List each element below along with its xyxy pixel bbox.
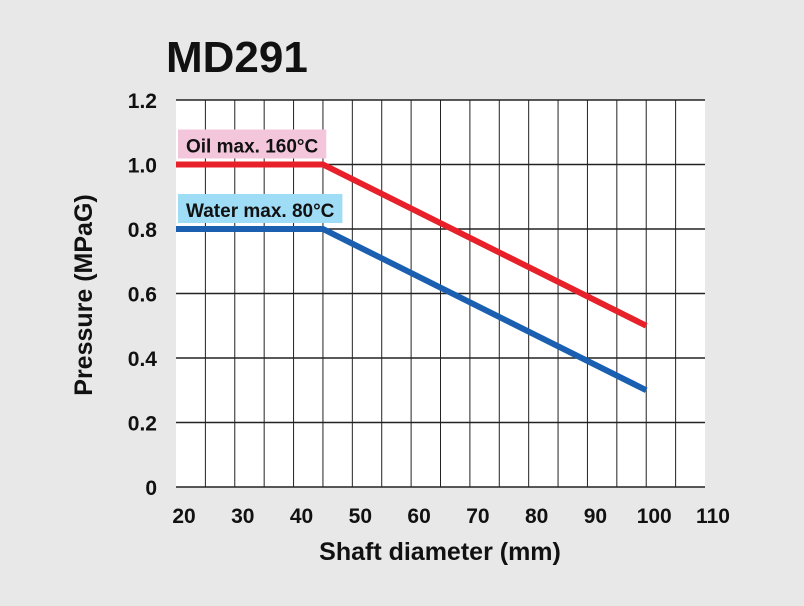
y-tick-label: 0 bbox=[145, 477, 157, 500]
x-tick-label: 110 bbox=[696, 505, 730, 528]
legend-label: Oil max. 160°C bbox=[186, 137, 318, 158]
y-tick-label: 1.0 bbox=[128, 155, 157, 178]
legend-item-1: Water max. 80°C bbox=[178, 194, 342, 223]
chart-title: MD291 bbox=[166, 33, 308, 82]
y-axis-label: Pressure (MPaG) bbox=[70, 194, 98, 395]
y-tick-label: 0.8 bbox=[128, 219, 158, 242]
y-tick-label: 0.2 bbox=[128, 413, 157, 436]
y-axis-ticks: 0 0.2 0.4 0.6 0.8 1.0 1.2 bbox=[128, 90, 158, 500]
y-tick-label: 1.2 bbox=[128, 90, 157, 113]
x-axis-ticks: 20 30 40 50 60 70 80 90 100 110 bbox=[172, 505, 730, 528]
legend-item-0: Oil max. 160°C bbox=[178, 130, 326, 159]
x-tick-label: 40 bbox=[290, 505, 313, 528]
x-tick-label: 50 bbox=[349, 505, 372, 528]
x-tick-label: 20 bbox=[172, 505, 195, 528]
x-tick-label: 60 bbox=[407, 505, 430, 528]
x-axis-label: Shaft diameter (mm) bbox=[319, 538, 561, 566]
y-tick-label: 0.6 bbox=[128, 284, 157, 307]
y-tick-label: 0.4 bbox=[128, 348, 158, 371]
x-tick-label: 30 bbox=[231, 505, 254, 528]
x-tick-label: 100 bbox=[637, 505, 672, 528]
x-tick-label: 80 bbox=[525, 505, 548, 528]
x-tick-label: 90 bbox=[584, 505, 607, 528]
x-tick-label: 70 bbox=[466, 505, 489, 528]
legend-label: Water max. 80°C bbox=[186, 201, 335, 222]
